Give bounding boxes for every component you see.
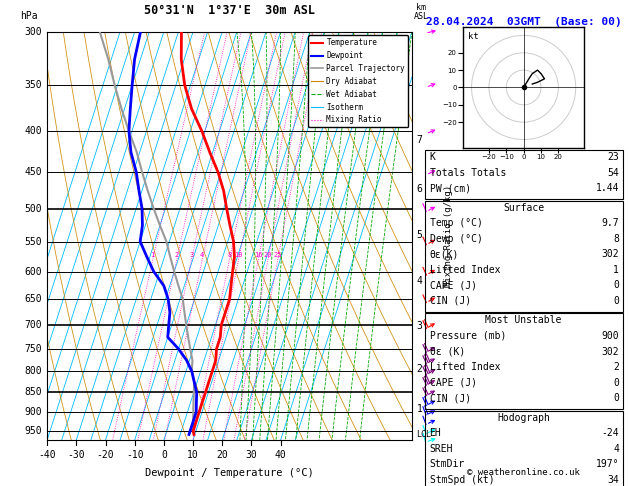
Text: 8: 8 xyxy=(227,252,231,258)
Text: 20: 20 xyxy=(264,252,272,258)
Text: StmDir: StmDir xyxy=(430,459,465,469)
Text: 900: 900 xyxy=(601,331,619,341)
Text: 302: 302 xyxy=(601,347,619,357)
Text: 40: 40 xyxy=(275,450,287,460)
Text: 28.04.2024  03GMT  (Base: 00): 28.04.2024 03GMT (Base: 00) xyxy=(426,17,621,27)
Text: θε(K): θε(K) xyxy=(430,249,459,260)
Text: 900: 900 xyxy=(25,407,42,417)
Text: 450: 450 xyxy=(25,167,42,177)
Text: CIN (J): CIN (J) xyxy=(430,393,470,403)
Text: 1: 1 xyxy=(613,265,619,275)
Text: CAPE (J): CAPE (J) xyxy=(430,378,477,388)
Legend: Temperature, Dewpoint, Parcel Trajectory, Dry Adiabat, Wet Adiabat, Isotherm, Mi: Temperature, Dewpoint, Parcel Trajectory… xyxy=(308,35,408,127)
Text: 0: 0 xyxy=(161,450,167,460)
Text: 25: 25 xyxy=(274,252,282,258)
Text: Totals Totals: Totals Totals xyxy=(430,168,506,178)
Text: km
ASL: km ASL xyxy=(414,3,428,21)
Text: 197°: 197° xyxy=(596,459,619,469)
Text: 800: 800 xyxy=(25,366,42,376)
Text: Hodograph: Hodograph xyxy=(497,413,550,423)
Text: Lifted Index: Lifted Index xyxy=(430,265,500,275)
Text: 50°31'N  1°37'E  30m ASL: 50°31'N 1°37'E 30m ASL xyxy=(144,4,315,17)
Text: 4: 4 xyxy=(200,252,204,258)
Text: © weatheronline.co.uk: © weatheronline.co.uk xyxy=(467,468,580,477)
Text: 5: 5 xyxy=(416,230,422,240)
Text: 10: 10 xyxy=(234,252,243,258)
Text: -30: -30 xyxy=(67,450,85,460)
Text: 600: 600 xyxy=(25,267,42,277)
Text: 16: 16 xyxy=(254,252,262,258)
Text: -24: -24 xyxy=(601,428,619,438)
Text: 550: 550 xyxy=(25,237,42,246)
Text: θε (K): θε (K) xyxy=(430,347,465,357)
Text: 0: 0 xyxy=(613,296,619,306)
Text: 10: 10 xyxy=(187,450,199,460)
Text: 30: 30 xyxy=(245,450,257,460)
Text: 0: 0 xyxy=(613,280,619,291)
Text: 34: 34 xyxy=(607,475,619,485)
Text: LCL: LCL xyxy=(416,430,431,439)
Text: -40: -40 xyxy=(38,450,56,460)
Text: 4: 4 xyxy=(416,276,422,286)
Text: CIN (J): CIN (J) xyxy=(430,296,470,306)
Text: K: K xyxy=(430,152,435,162)
Text: 6: 6 xyxy=(416,184,422,193)
Text: SREH: SREH xyxy=(430,444,453,454)
Text: Dewpoint / Temperature (°C): Dewpoint / Temperature (°C) xyxy=(145,469,314,478)
Text: 2: 2 xyxy=(416,364,422,374)
Text: 350: 350 xyxy=(25,80,42,90)
Text: 8: 8 xyxy=(613,234,619,244)
Text: StmSpd (kt): StmSpd (kt) xyxy=(430,475,494,485)
Text: 300: 300 xyxy=(25,27,42,36)
Text: Surface: Surface xyxy=(503,203,544,213)
Text: PW (cm): PW (cm) xyxy=(430,183,470,193)
Text: 4: 4 xyxy=(613,444,619,454)
Text: 850: 850 xyxy=(25,387,42,398)
Text: kt: kt xyxy=(468,32,479,41)
Text: 1: 1 xyxy=(150,252,155,258)
Text: 400: 400 xyxy=(25,126,42,136)
Text: -20: -20 xyxy=(97,450,114,460)
Text: hPa: hPa xyxy=(20,11,38,21)
Text: 302: 302 xyxy=(601,249,619,260)
Text: Dewp (°C): Dewp (°C) xyxy=(430,234,482,244)
Text: 1: 1 xyxy=(416,404,422,414)
Text: 0: 0 xyxy=(613,378,619,388)
Text: 700: 700 xyxy=(25,320,42,330)
Text: 950: 950 xyxy=(25,426,42,436)
Text: 3: 3 xyxy=(416,321,422,330)
Text: Lifted Index: Lifted Index xyxy=(430,362,500,372)
Text: 20: 20 xyxy=(216,450,228,460)
Text: Pressure (mb): Pressure (mb) xyxy=(430,331,506,341)
Text: Temp (°C): Temp (°C) xyxy=(430,218,482,228)
Text: Mixing Ratio (g/kg): Mixing Ratio (g/kg) xyxy=(444,185,453,287)
Text: 2: 2 xyxy=(174,252,179,258)
Text: 750: 750 xyxy=(25,344,42,354)
Text: 23: 23 xyxy=(607,152,619,162)
Text: Most Unstable: Most Unstable xyxy=(486,315,562,326)
Text: 7: 7 xyxy=(416,135,422,145)
Text: EH: EH xyxy=(430,428,442,438)
Text: 650: 650 xyxy=(25,295,42,304)
Text: 0: 0 xyxy=(613,393,619,403)
Text: 3: 3 xyxy=(189,252,194,258)
Text: CAPE (J): CAPE (J) xyxy=(430,280,477,291)
Text: 54: 54 xyxy=(607,168,619,178)
Text: 1.44: 1.44 xyxy=(596,183,619,193)
Text: -10: -10 xyxy=(126,450,143,460)
Text: 2: 2 xyxy=(613,362,619,372)
Text: 500: 500 xyxy=(25,204,42,213)
Text: 9.7: 9.7 xyxy=(601,218,619,228)
